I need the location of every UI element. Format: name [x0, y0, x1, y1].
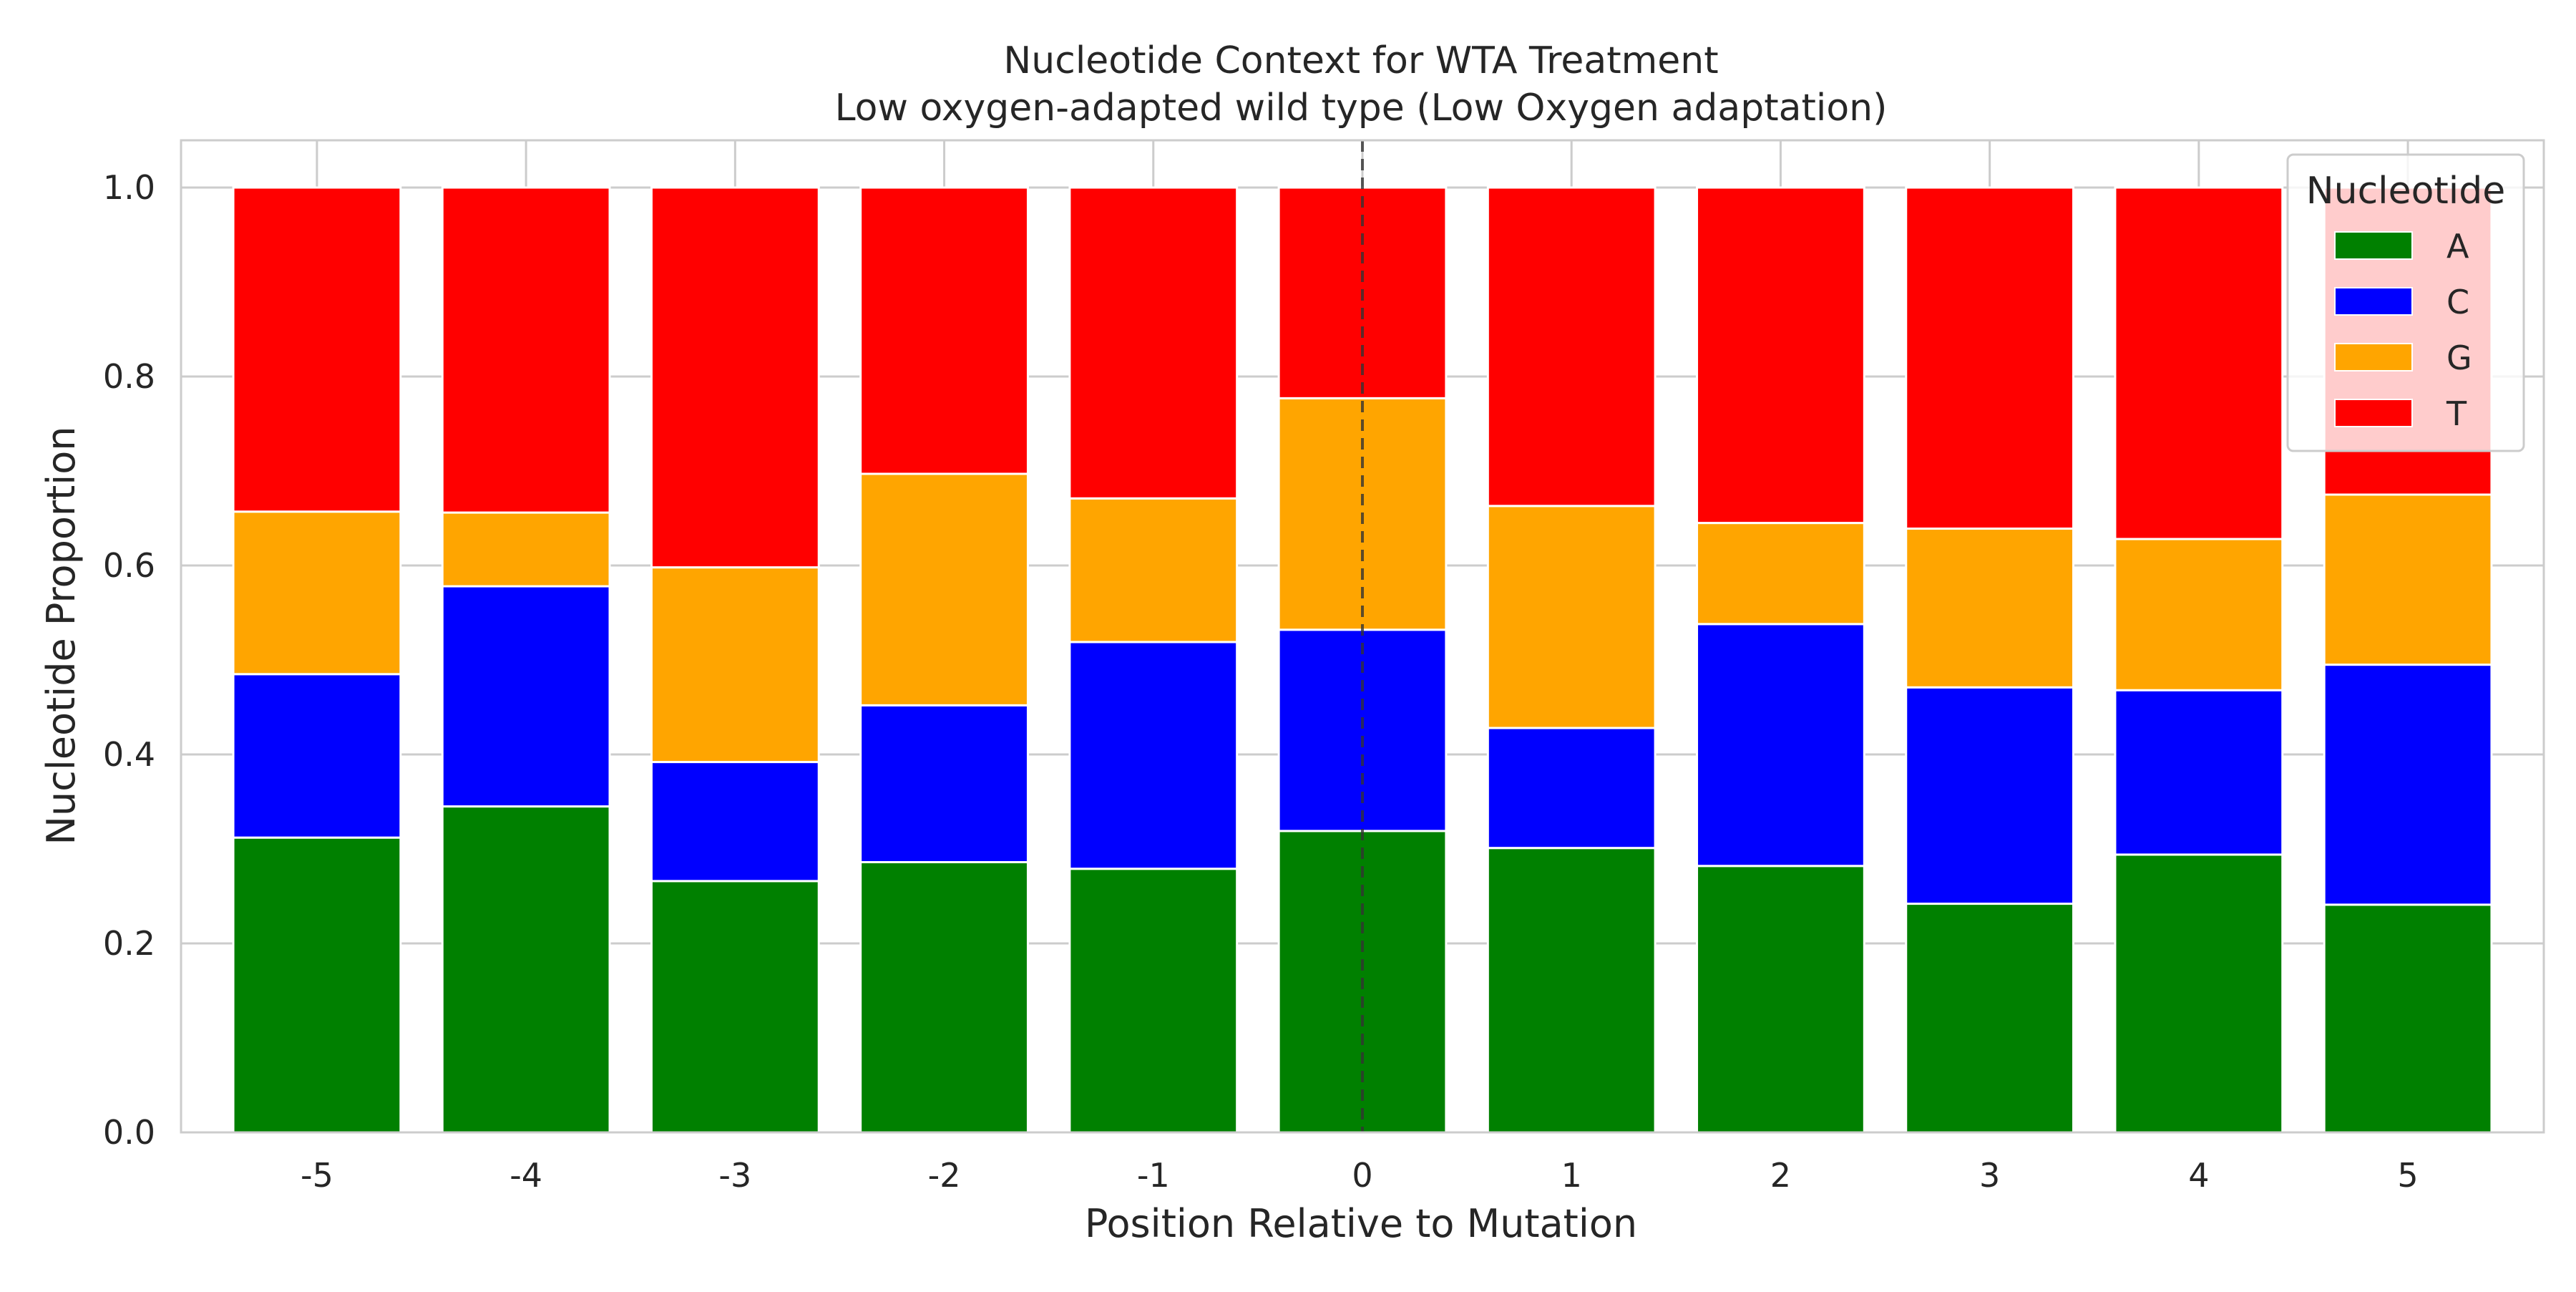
legend-label-g: G: [2446, 339, 2472, 377]
legend-swatch-a: [2334, 231, 2413, 260]
x-tick-label: 5: [2397, 1156, 2418, 1195]
x-tick-label: -1: [1137, 1156, 1170, 1195]
x-tick-label: 1: [1561, 1156, 1582, 1195]
bar-segment-g: [232, 510, 402, 676]
bar-segment-t: [650, 186, 820, 569]
y-tick-label: 0.2: [103, 924, 155, 963]
bar-segment-g: [1486, 505, 1657, 729]
bar-segment-t: [441, 186, 611, 514]
bar-segment-g: [1696, 522, 1865, 626]
tick-labels: 0.0 0.2 0.4 0.6 0.8 1.0 -5 -4 -3 -2 -1 0 1 2 3 4 5: [103, 168, 2419, 1195]
plot-frame: [180, 139, 2545, 1134]
bar-segment-g: [859, 472, 1029, 706]
bar-segment-a: [232, 836, 402, 1134]
legend-swatch-t: [2334, 399, 2413, 427]
bar-segment-c: [1696, 623, 1865, 868]
bar-segment-t: [859, 186, 1029, 475]
x-tick-label: 4: [2188, 1156, 2209, 1195]
bar-segment-g: [1068, 497, 1239, 643]
bar-segment-t: [1696, 186, 1865, 525]
bar-segment-t: [1068, 186, 1239, 500]
bar-segment-g: [2323, 493, 2493, 666]
y-tick-label: 0.6: [103, 546, 155, 585]
bar-segment-a: [1696, 865, 1865, 1134]
chart-title: Nucleotide Context for WTA Treatment: [1003, 39, 1718, 82]
bar-segment-g: [1905, 528, 2075, 689]
bar-segment-c: [2114, 689, 2284, 856]
legend-swatch-g: [2334, 343, 2413, 371]
bar-segment-a: [2323, 903, 2493, 1134]
bar-segment-c: [1068, 641, 1239, 870]
bar-segment-a: [2114, 853, 2284, 1134]
x-axis-label: Position Relative to Mutation: [1085, 1201, 1637, 1246]
bar-segment-a: [1068, 868, 1239, 1134]
x-tick-label: 2: [1770, 1156, 1791, 1195]
y-tick-label: 1.0: [103, 168, 155, 207]
x-tick-label: -4: [509, 1156, 542, 1195]
y-tick-label: 0.0: [103, 1113, 155, 1152]
chart-subtitle: Low oxygen-adapted wild type (Low Oxygen…: [835, 87, 1888, 130]
bar-segment-a: [650, 880, 820, 1134]
legend-label-a: A: [2446, 227, 2469, 266]
bar-segment-t: [1486, 186, 1657, 507]
x-tick-label: 0: [1352, 1156, 1372, 1195]
bar-segment-g: [650, 566, 820, 764]
bar-segment-c: [650, 761, 820, 883]
y-axis-label: Nucleotide Proportion: [39, 426, 84, 845]
bar-segment-t: [1905, 186, 2075, 530]
bar-segment-c: [2323, 664, 2493, 906]
x-tick-label: -2: [928, 1156, 961, 1195]
bar-segment-c: [441, 585, 611, 808]
bar-segment-a: [1486, 847, 1657, 1134]
bar-segment-t: [232, 186, 402, 513]
x-tick-label: 3: [1979, 1156, 2000, 1195]
y-tick-label: 0.8: [103, 357, 155, 396]
bar-segment-c: [1905, 686, 2075, 905]
bar-segment-a: [859, 860, 1029, 1134]
bar-segment-g: [441, 511, 611, 588]
legend-label-t: T: [2446, 394, 2467, 433]
bars: [232, 186, 2493, 1134]
legend-title: Nucleotide: [2306, 170, 2506, 213]
bar-segment-c: [232, 673, 402, 839]
bar-segment-a: [441, 805, 611, 1134]
bar-segment-a: [1905, 903, 2075, 1134]
bar-segment-c: [1486, 727, 1657, 850]
legend-swatch-c: [2334, 287, 2413, 316]
bar-segment-c: [859, 704, 1029, 863]
legend-label-c: C: [2446, 283, 2469, 321]
x-tick-label: -5: [301, 1156, 333, 1195]
x-tick-label: -3: [718, 1156, 751, 1195]
bar-segment-t: [2114, 186, 2284, 540]
bar-segment-g: [2114, 538, 2284, 691]
y-tick-label: 0.4: [103, 735, 155, 774]
